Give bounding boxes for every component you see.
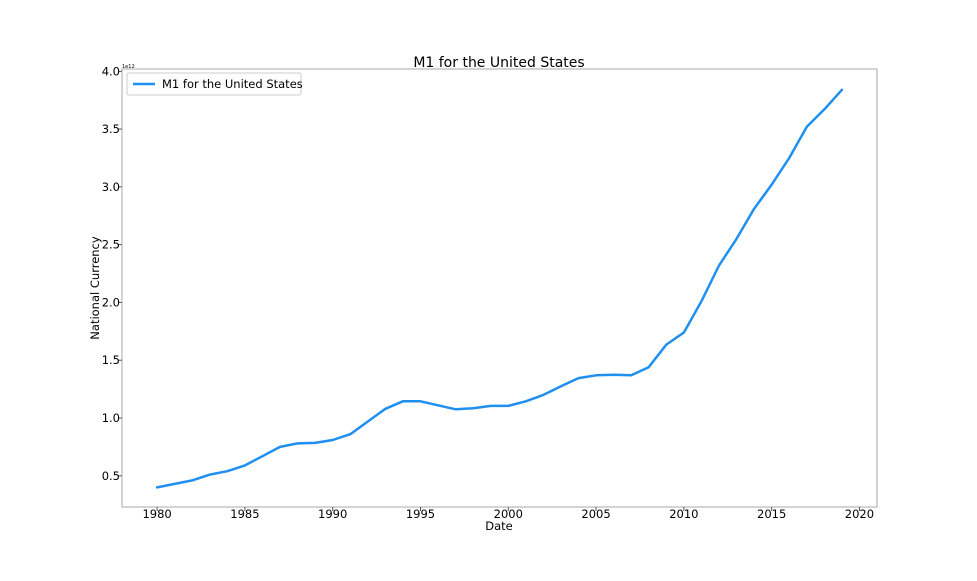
data-point bbox=[665, 343, 667, 345]
data-point bbox=[419, 400, 421, 402]
data-point bbox=[612, 374, 614, 376]
data-point bbox=[542, 394, 544, 396]
data-point bbox=[788, 157, 790, 159]
y-tick-label: 2.5 bbox=[102, 238, 120, 252]
data-point bbox=[209, 473, 211, 475]
data-point bbox=[191, 479, 193, 481]
legend-label: M1 for the United States bbox=[162, 77, 303, 91]
chart-title: M1 for the United States bbox=[413, 55, 584, 71]
x-axis-label: Date bbox=[485, 519, 513, 533]
data-point bbox=[437, 404, 439, 406]
data-point bbox=[823, 108, 825, 110]
x-tick-label: 1995 bbox=[406, 507, 435, 521]
data-point bbox=[244, 464, 246, 466]
series-layer bbox=[155, 88, 844, 489]
y-tick-label: 2.0 bbox=[102, 295, 120, 309]
y-axis: 0.5 1.0 1.5 2.0 2.5 3.0 3.5 4.0 bbox=[102, 64, 122, 483]
data-point bbox=[367, 420, 369, 422]
y-tick-label: 1.5 bbox=[102, 353, 120, 367]
data-point bbox=[753, 208, 755, 210]
data-point bbox=[595, 374, 597, 376]
data-point bbox=[402, 400, 404, 402]
y-axis-label: National Currency bbox=[88, 236, 102, 340]
data-point bbox=[648, 366, 650, 368]
data-point bbox=[349, 433, 351, 435]
data-point bbox=[490, 405, 492, 407]
data-point bbox=[174, 483, 176, 485]
data-point bbox=[630, 374, 632, 376]
data-point bbox=[156, 486, 158, 488]
x-tick-label: 2000 bbox=[494, 507, 523, 521]
y-tick-label: 0.5 bbox=[102, 469, 120, 483]
data-point bbox=[472, 407, 474, 409]
data-point bbox=[507, 405, 509, 407]
data-point bbox=[454, 408, 456, 410]
data-point bbox=[296, 442, 298, 444]
x-tick-label: 2010 bbox=[669, 507, 698, 521]
y-tick-label: 3.5 bbox=[102, 122, 120, 136]
data-point bbox=[525, 400, 527, 402]
data-point bbox=[771, 183, 773, 185]
x-axis: 1980 1985 1990 1995 2000 2005 2010 2015 2020 bbox=[142, 507, 874, 521]
data-point bbox=[806, 126, 808, 128]
data-point bbox=[332, 439, 334, 441]
data-point bbox=[384, 408, 386, 410]
y-tick-label: 4.0 bbox=[102, 64, 120, 78]
data-point bbox=[718, 264, 720, 266]
data-point bbox=[560, 385, 562, 387]
legend-box bbox=[126, 72, 302, 96]
series-line bbox=[155, 88, 844, 489]
x-tick-label: 1985 bbox=[230, 507, 259, 521]
data-point bbox=[314, 442, 316, 444]
y-tick-label: 3.0 bbox=[102, 180, 120, 194]
plot-area bbox=[121, 68, 878, 508]
data-point bbox=[683, 331, 685, 333]
data-point bbox=[841, 89, 843, 91]
x-tick-label: 2020 bbox=[845, 507, 874, 521]
data-point bbox=[279, 446, 281, 448]
data-point bbox=[700, 300, 702, 302]
data-point bbox=[577, 377, 579, 379]
x-tick-label: 2015 bbox=[757, 507, 786, 521]
x-tick-label: 2005 bbox=[581, 507, 610, 521]
x-tick-label: 1980 bbox=[142, 507, 171, 521]
data-point bbox=[735, 238, 737, 240]
data-point bbox=[226, 470, 228, 472]
y-axis-offset-label: 1e12 bbox=[122, 64, 135, 70]
data-point bbox=[261, 455, 263, 457]
y-tick-label: 1.0 bbox=[102, 411, 120, 425]
legend: M1 for the United States bbox=[126, 72, 303, 96]
x-tick-label: 1990 bbox=[318, 507, 347, 521]
